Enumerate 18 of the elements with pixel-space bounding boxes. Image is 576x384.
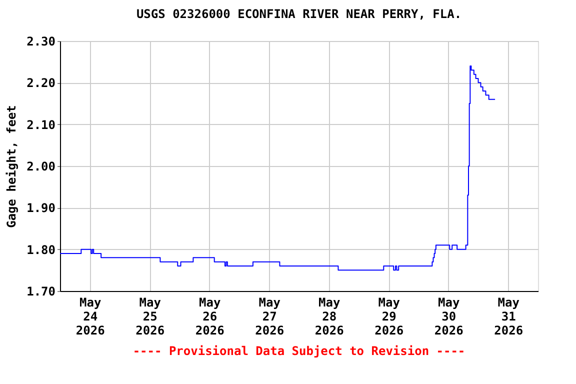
x-tick-label: May 31 2026	[494, 296, 524, 338]
y-tick-label: 2.00	[26, 160, 56, 174]
y-tick-label: 1.70	[26, 284, 56, 298]
text: ---- Provisional Data Subject to Revision ----	[132, 344, 466, 358]
y-tick-label: 2.10	[26, 118, 56, 132]
chart-title: USGS 02326000 ECONFINA RIVER NEAR PERRY, FLA.	[136, 7, 462, 21]
x-tick-label: May 26 2026	[195, 296, 224, 338]
y-tick-label: 2.20	[26, 76, 56, 90]
y-axis-title: Gage height, feet	[4, 105, 19, 228]
x-tick-label: May 27 2026	[255, 296, 284, 338]
y-tick-label: 1.80	[26, 242, 56, 257]
x-tick-label: May 24 2026	[76, 296, 105, 338]
x-tick-label: May 25 2026	[136, 296, 165, 338]
x-tick-label: May 30 2026	[434, 296, 464, 338]
x-tick-label: May 28 2026	[314, 296, 344, 338]
y-tick-label: 2.30	[26, 34, 56, 48]
y-tick-label: 1.90	[26, 201, 56, 216]
x-tick-label: May 29 2026	[374, 296, 404, 338]
